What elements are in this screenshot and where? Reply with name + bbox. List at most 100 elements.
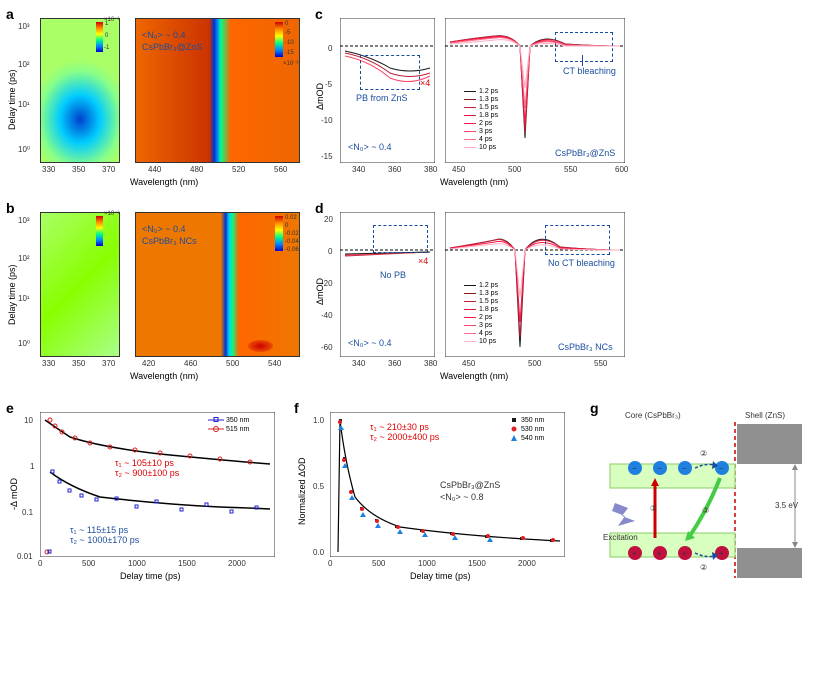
panel-label-e: e <box>6 400 14 416</box>
tick-e-y01: 0.1 <box>22 508 33 517</box>
tick-dr-x2: 500 <box>528 359 541 368</box>
axis-d-x: Wavelength (nm) <box>440 371 508 381</box>
svg-text:−: − <box>682 464 687 473</box>
legend-f: 350 nm 530 nm 540 nm <box>510 416 544 443</box>
annot-c-x4: ×4 <box>420 78 430 88</box>
tick-f-x4: 2000 <box>518 559 536 568</box>
tick-f-y00: 0.0 <box>313 548 324 557</box>
annot-d-nopb: No PB <box>380 270 406 280</box>
tick-dr-x3: 550 <box>594 359 607 368</box>
tick-ar-x1: 440 <box>148 165 161 174</box>
svg-text:Core (CsPbBr₃): Core (CsPbBr₃) <box>625 411 681 420</box>
tick-a-x3: 370 <box>102 165 115 174</box>
legend-c: 1.2 ps 1.3 ps 1.5 ps 1.8 ps 2 ps 3 ps 4 … <box>464 88 498 152</box>
tick-b-y2: 10² <box>18 254 30 263</box>
annot-e-tau2r: τ₂ ~ 900±100 ps <box>115 468 179 478</box>
annot-f-tau2: τ₂ ~ 2000±400 ps <box>370 432 439 442</box>
tick-a-y2: 10² <box>18 60 30 69</box>
tick-ar-x2: 480 <box>190 165 203 174</box>
cb-a-r-15: -15 <box>285 50 294 56</box>
tick-dl-y0: 0 <box>328 247 332 256</box>
tick-cr-x4: 600 <box>615 165 628 174</box>
tick-ar-x3: 520 <box>232 165 245 174</box>
tick-f-x2: 1000 <box>418 559 436 568</box>
annot-c-n0: <N₀> ~ 0.4 <box>348 142 392 152</box>
tick-b-x3: 370 <box>102 359 115 368</box>
tick-f-y05: 0.5 <box>313 482 324 491</box>
tick-b-x2: 350 <box>72 359 85 368</box>
legend-e: 350 nm 515 nm <box>208 416 249 434</box>
tick-dl-ym60: -60 <box>321 343 333 352</box>
cb-b-r-3: -0.02 <box>285 231 299 237</box>
annot-e-tau2b: τ₂ ~ 1000±170 ps <box>70 535 139 545</box>
tick-b-y1: 10¹ <box>18 294 30 303</box>
annot-d-sample: CsPbBr₃ NCs <box>558 342 613 352</box>
tick-b-y0: 10⁰ <box>18 339 30 348</box>
svg-text:3.5 eV: 3.5 eV <box>775 501 799 510</box>
annot-b-n0: <N₀> ~ 0.4 <box>142 224 186 234</box>
cb-b-l-exp: ×10⁻³ <box>104 210 119 217</box>
tick-br-x3: 500 <box>226 359 239 368</box>
panel-label-f: f <box>294 400 299 416</box>
cb-b-r-2: 0 <box>285 223 288 229</box>
panel-label-g: g <box>590 400 599 416</box>
cb-a-r-0: 0 <box>285 21 288 27</box>
colorbar-b-right <box>275 216 283 251</box>
tick-b-x1: 330 <box>42 359 55 368</box>
tick-br-x1: 420 <box>142 359 155 368</box>
tick-e-y1: 1 <box>30 462 34 471</box>
cb-a-r-5: -5 <box>285 30 290 36</box>
cb-b-r-5: -0.06 <box>285 247 299 253</box>
axis-a-x: Wavelength (nm) <box>130 177 198 187</box>
tick-cl-y5: -5 <box>325 80 332 89</box>
arrow-c-ct <box>582 55 583 66</box>
cb-b-r-1: 0.02 <box>285 215 297 221</box>
panel-a-left-heatmap <box>40 18 120 163</box>
svg-text:−: − <box>632 464 637 473</box>
panel-label-a: a <box>6 6 14 22</box>
annot-a-sample: CsPbBr₃@ZnS <box>142 42 202 52</box>
panel-label-b: b <box>6 200 15 216</box>
axis-f-x: Delay time (ps) <box>410 571 471 581</box>
svg-text:③: ③ <box>702 506 709 515</box>
axis-c-x: Wavelength (nm) <box>440 177 508 187</box>
svg-text:+: + <box>632 549 637 558</box>
tick-a-x2: 350 <box>72 165 85 174</box>
colorbar-a-left <box>96 22 103 52</box>
legend-d: 1.2 ps 1.3 ps 1.5 ps 1.8 ps 2 ps 3 ps 4 … <box>464 282 498 346</box>
tick-dl-y20: 20 <box>324 215 333 224</box>
svg-text:+: + <box>657 549 662 558</box>
tick-cr-x3: 550 <box>564 165 577 174</box>
cb-a-r-10: -10 <box>285 40 294 46</box>
tick-e-x4: 2000 <box>228 559 246 568</box>
tick-e-x1: 500 <box>82 559 95 568</box>
svg-text:②: ② <box>700 449 707 458</box>
cb-a-l-1: 1 <box>105 21 108 27</box>
cb-a-l-m1: -1 <box>104 45 109 51</box>
svg-text:①: ① <box>650 504 657 513</box>
axis-e-x: Delay time (ps) <box>120 571 181 581</box>
tick-a-y3: 10³ <box>18 22 30 31</box>
svg-text:Shell (ZnS): Shell (ZnS) <box>745 411 785 420</box>
colorbar-b-left <box>96 216 103 246</box>
annot-f-sample: CsPbBr₃@ZnS <box>440 480 500 490</box>
tick-f-x3: 1500 <box>468 559 486 568</box>
axis-b-x: Wavelength (nm) <box>130 371 198 381</box>
tick-cr-x1: 450 <box>452 165 465 174</box>
annot-e-tau1b: τ₁ ~ 115±15 ps <box>70 525 128 535</box>
annot-d-x4: ×4 <box>418 256 428 266</box>
tick-a-y0: 10⁰ <box>18 145 30 154</box>
cb-a-r-exp: ×10⁻³ <box>283 60 298 67</box>
panel-g-diagram: Core (CsPbBr₃) Shell (ZnS) − − − − + + +… <box>600 408 810 583</box>
tick-e-x2: 1000 <box>128 559 146 568</box>
tick-a-y1: 10¹ <box>18 100 30 109</box>
cb-a-l-0: 0 <box>105 33 108 39</box>
tick-cr-x2: 500 <box>508 165 521 174</box>
tick-dl-ym20: -20 <box>321 279 333 288</box>
tick-f-x1: 500 <box>372 559 385 568</box>
annot-c-pb: PB from ZnS <box>356 93 408 103</box>
tick-dl-x3: 380 <box>424 359 437 368</box>
dash-box-d-left <box>373 225 428 253</box>
tick-e-y10: 10 <box>24 416 33 425</box>
axis-a-y: Delay time (ps) <box>7 69 17 130</box>
